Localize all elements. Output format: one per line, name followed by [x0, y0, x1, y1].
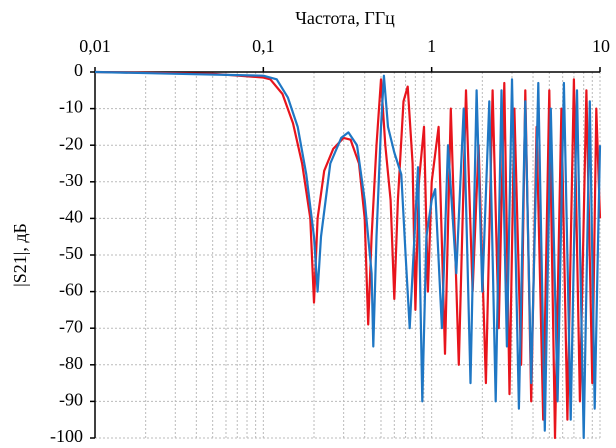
y-tick-label: -40: [59, 207, 83, 227]
y-tick-label: -20: [59, 133, 83, 153]
series-line: [94, 70, 602, 440]
y-tick-label: -70: [59, 316, 83, 336]
y-tick-label: -100: [50, 426, 83, 446]
x-axis-label: Частота, ГГц: [295, 8, 395, 28]
x-tick-label: 0,1: [252, 36, 275, 56]
x-tick-label: 0,01: [79, 36, 111, 56]
y-tick-label: 0: [74, 60, 83, 80]
y-tick-label: -10: [59, 97, 83, 117]
x-tick-label: 1: [427, 36, 436, 56]
y-tick-label: -30: [59, 170, 83, 190]
x-tick-label: 10: [592, 36, 610, 56]
y-tick-label: -80: [59, 353, 83, 373]
y-tick-label: -90: [59, 390, 83, 410]
y-tick-label: -60: [59, 280, 83, 300]
y-axis-label: |S21|, дБ: [10, 223, 30, 287]
y-tick-label: -50: [59, 243, 83, 263]
